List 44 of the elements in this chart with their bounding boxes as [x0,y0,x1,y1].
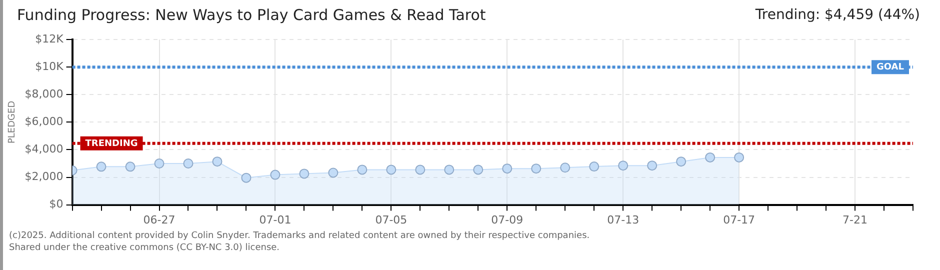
point [125,162,136,172]
x-tick-label: 7-21 [842,213,868,226]
point [328,168,338,178]
point [444,164,454,175]
y-tick-label: $4,000 [24,142,64,156]
point [589,162,600,172]
point [183,158,194,168]
point [705,152,716,162]
chart-title: Funding Progress: New Ways to Play Card Games & Read Tarot [17,6,486,24]
point [241,172,252,183]
y-tick-label: $0 [49,198,64,211]
x-tick-label: 07-13 [607,213,640,226]
text: (c)2025. Additional content provided by Colin Snyder. Trademarks and related content are owned by their respective companies. [9,230,591,242]
point [270,170,280,180]
y-tick-label: $12K [35,32,64,46]
y-tick-label: $6,000 [24,115,64,128]
y-tick-label: $2,000 [24,170,64,184]
x-tick-label: 07-05 [375,213,408,226]
y-tick-label: $10K [35,60,64,73]
point [676,156,686,167]
x-tick-label: 06-27 [143,213,176,226]
point [618,160,628,171]
point [299,168,310,179]
ref-line-label: TRENDING [85,138,138,149]
y-axis-title: PLEDGED [8,100,18,144]
point [386,164,396,175]
point [647,160,658,171]
point [96,162,106,172]
x-tick-label: 07-09 [491,213,524,226]
point [560,162,570,173]
y-tick-label: $8,000 [24,88,64,101]
point [415,164,426,175]
x-tick-label: 07-01 [259,213,292,226]
text: Trending: $4,459 (44%) [755,7,920,23]
point [154,158,164,168]
point [531,164,542,174]
text: Shared under the creative commons (CC BY-NC 3.0) license. [9,242,281,254]
ref-line-label: GOAL [876,62,904,72]
x-tick-label: 07-17 [723,213,756,226]
point [357,164,368,175]
point [502,164,512,174]
point [212,156,222,167]
point [473,164,484,175]
point [734,152,744,162]
